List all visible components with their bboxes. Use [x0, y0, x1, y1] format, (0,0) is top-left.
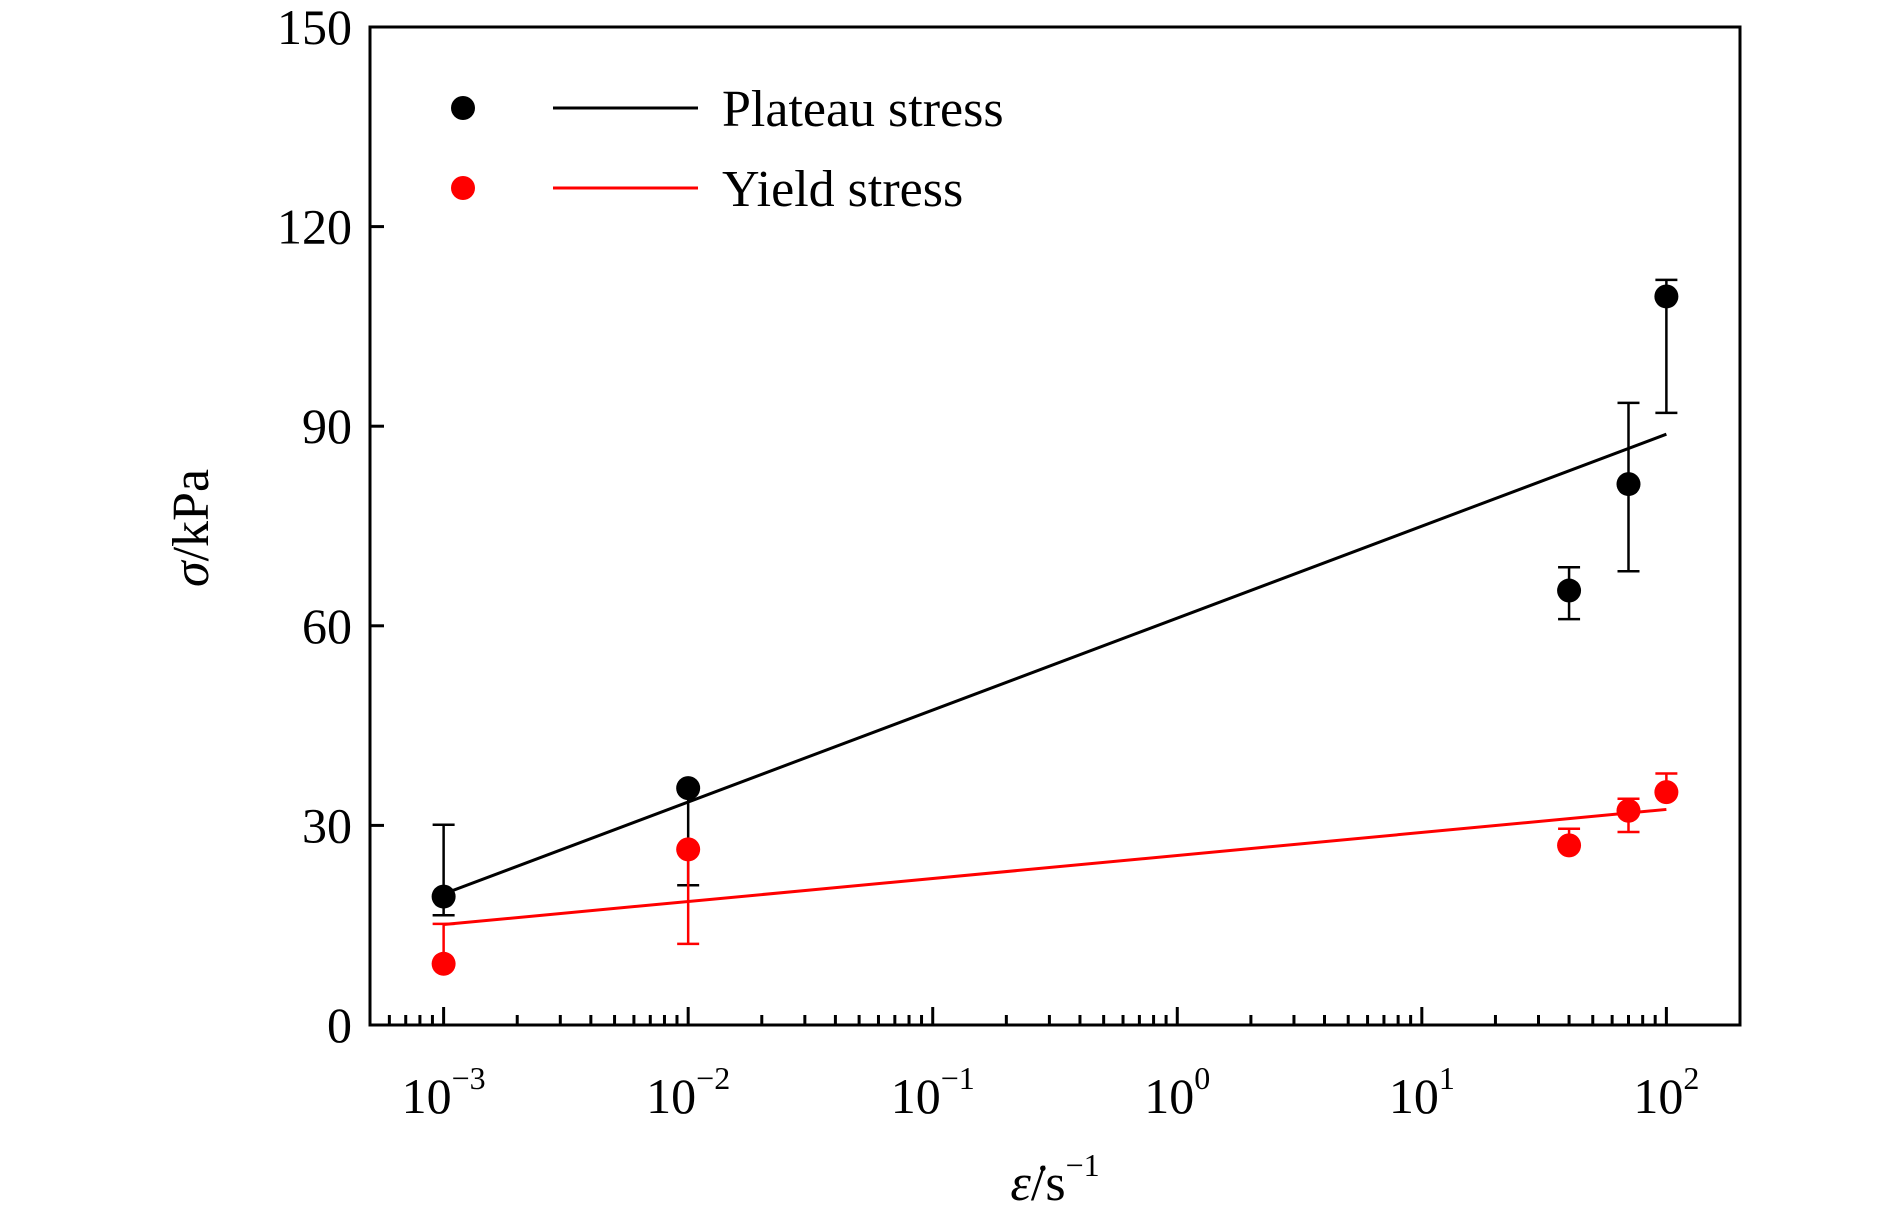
x-tick-label: 10−2 [646, 1060, 730, 1124]
x-tick-exponent: −3 [452, 1060, 486, 1096]
fit-line [443, 432, 1667, 896]
fit-line [443, 807, 1667, 927]
x-axis-title: ε̇/s−1 [1010, 1147, 1099, 1212]
x-tick-exponent: 2 [1683, 1060, 1699, 1096]
y-axis-symbol: σ [163, 559, 220, 587]
x-tick-label: 100 [1144, 1060, 1210, 1124]
x-tick-label: 102 [1633, 1060, 1699, 1124]
x-tick-exponent: 0 [1194, 1060, 1210, 1096]
x-axis-exponent: −1 [1066, 1147, 1100, 1183]
x-tick-label: 10−1 [891, 1060, 975, 1124]
x-axis-unit: /s [1031, 1155, 1066, 1212]
legend-marker [451, 96, 475, 120]
data-point [1557, 833, 1582, 858]
data-point [431, 951, 456, 976]
data-point [676, 837, 701, 862]
legend-marker [451, 176, 475, 200]
y-axis-unit: /kPa [163, 469, 220, 561]
y-tick-label: 90 [302, 398, 352, 454]
x-tick-base: 10 [891, 1068, 941, 1124]
y-tick-label: 30 [302, 797, 352, 853]
y-tick-label: 120 [277, 199, 352, 255]
data-point [1616, 798, 1641, 823]
y-tick-label: 150 [277, 0, 352, 55]
x-tick-label: 101 [1389, 1060, 1455, 1124]
data-point [1654, 284, 1679, 309]
y-tick-label: 0 [327, 997, 352, 1053]
x-tick-label: 10−3 [402, 1060, 486, 1124]
x-tick-exponent: −1 [941, 1060, 975, 1096]
y-axis: 0 30 60 90 120 150 [277, 0, 384, 1053]
legend: Plateau stress Yield stress [451, 81, 1004, 218]
y-tick-label: 60 [302, 598, 352, 654]
y-axis-title: σ/kPa [163, 469, 220, 587]
data-points [431, 284, 1679, 976]
data-point [1557, 578, 1582, 603]
fit-lines [443, 432, 1667, 927]
x-tick-exponent: 1 [1439, 1060, 1455, 1096]
legend-label: Yield stress [722, 161, 963, 218]
x-tick-base: 10 [646, 1068, 696, 1124]
x-axis: 10−3 10−2 10−1 100 101 102 [368, 1007, 1742, 1124]
x-tick-base: 10 [402, 1068, 452, 1124]
legend-label: Plateau stress [722, 81, 1004, 138]
error-bars [432, 278, 1678, 964]
x-tick-base: 10 [1633, 1068, 1683, 1124]
data-point [1654, 780, 1679, 805]
data-point [676, 776, 701, 801]
x-tick-base: 10 [1389, 1068, 1439, 1124]
data-point [1616, 472, 1641, 497]
plot-frame [368, 25, 1742, 1027]
x-tick-exponent: −2 [696, 1060, 730, 1096]
x-tick-base: 10 [1144, 1068, 1194, 1124]
data-point [431, 884, 456, 909]
